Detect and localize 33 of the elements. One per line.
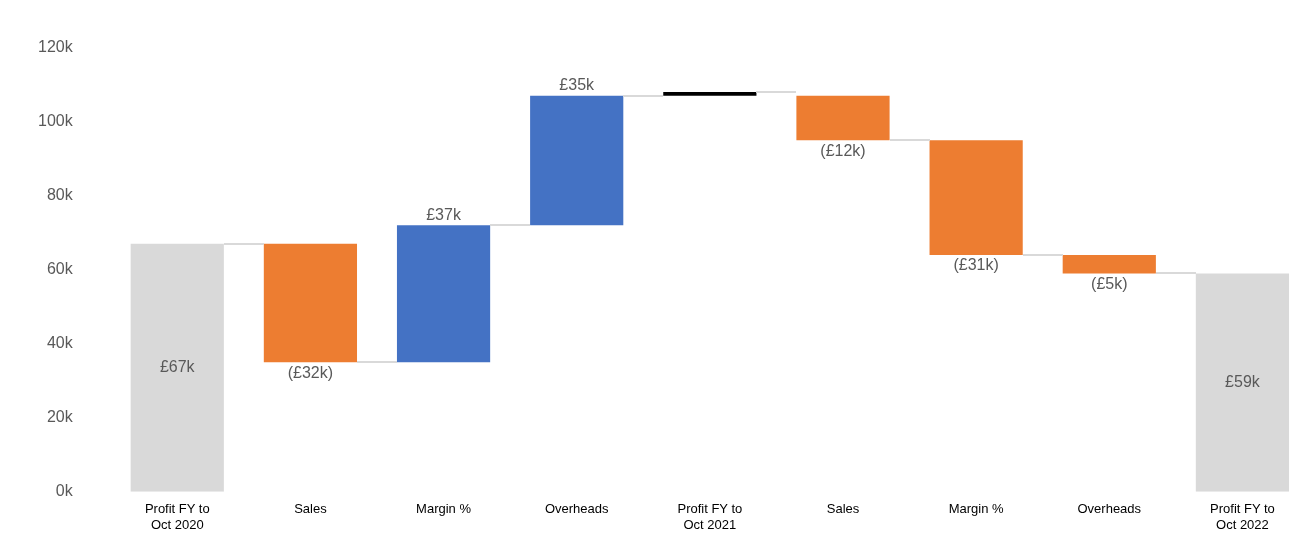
y-tick-label: 80k	[46, 186, 74, 204]
y-tick-label: 0k	[55, 482, 74, 500]
x-tick-label: Margin %	[416, 501, 472, 517]
bar	[929, 140, 1023, 255]
bar	[796, 95, 890, 141]
data-label: £37k	[426, 205, 462, 223]
bar	[1195, 273, 1290, 492]
x-tick-label: Profit FY to Oct 2021	[677, 501, 743, 532]
x-tick-label: Profit FY to Oct 2020	[144, 501, 210, 532]
y-tick-label: 40k	[46, 334, 74, 352]
bar	[263, 243, 358, 363]
x-tick-label: Overheads	[544, 501, 609, 517]
bar	[130, 243, 224, 492]
x-tick-label: Overheads	[1077, 501, 1142, 517]
bar	[396, 225, 491, 363]
data-label: (£12k)	[820, 141, 866, 159]
y-tick-label: 120k	[37, 38, 74, 56]
x-tick-label: Profit FY to Oct 2022	[1210, 501, 1275, 532]
x-tick-label: Sales	[826, 501, 860, 517]
data-label: (£31k)	[953, 256, 999, 274]
y-tick-label: 100k	[37, 112, 74, 130]
data-label: £67k	[159, 358, 196, 376]
data-label: £59k	[1225, 373, 1261, 391]
x-tick-label: Sales	[294, 501, 328, 517]
data-label: £35k	[559, 76, 596, 94]
data-label: (£32k)	[287, 363, 334, 381]
y-tick-label: 60k	[46, 260, 74, 278]
y-tick-label: 20k	[46, 408, 74, 426]
data-label: (£5k)	[1091, 274, 1128, 292]
bar	[530, 95, 624, 226]
bar	[663, 92, 757, 96]
x-tick-label: Margin %	[948, 501, 1005, 517]
bar	[1062, 254, 1156, 274]
